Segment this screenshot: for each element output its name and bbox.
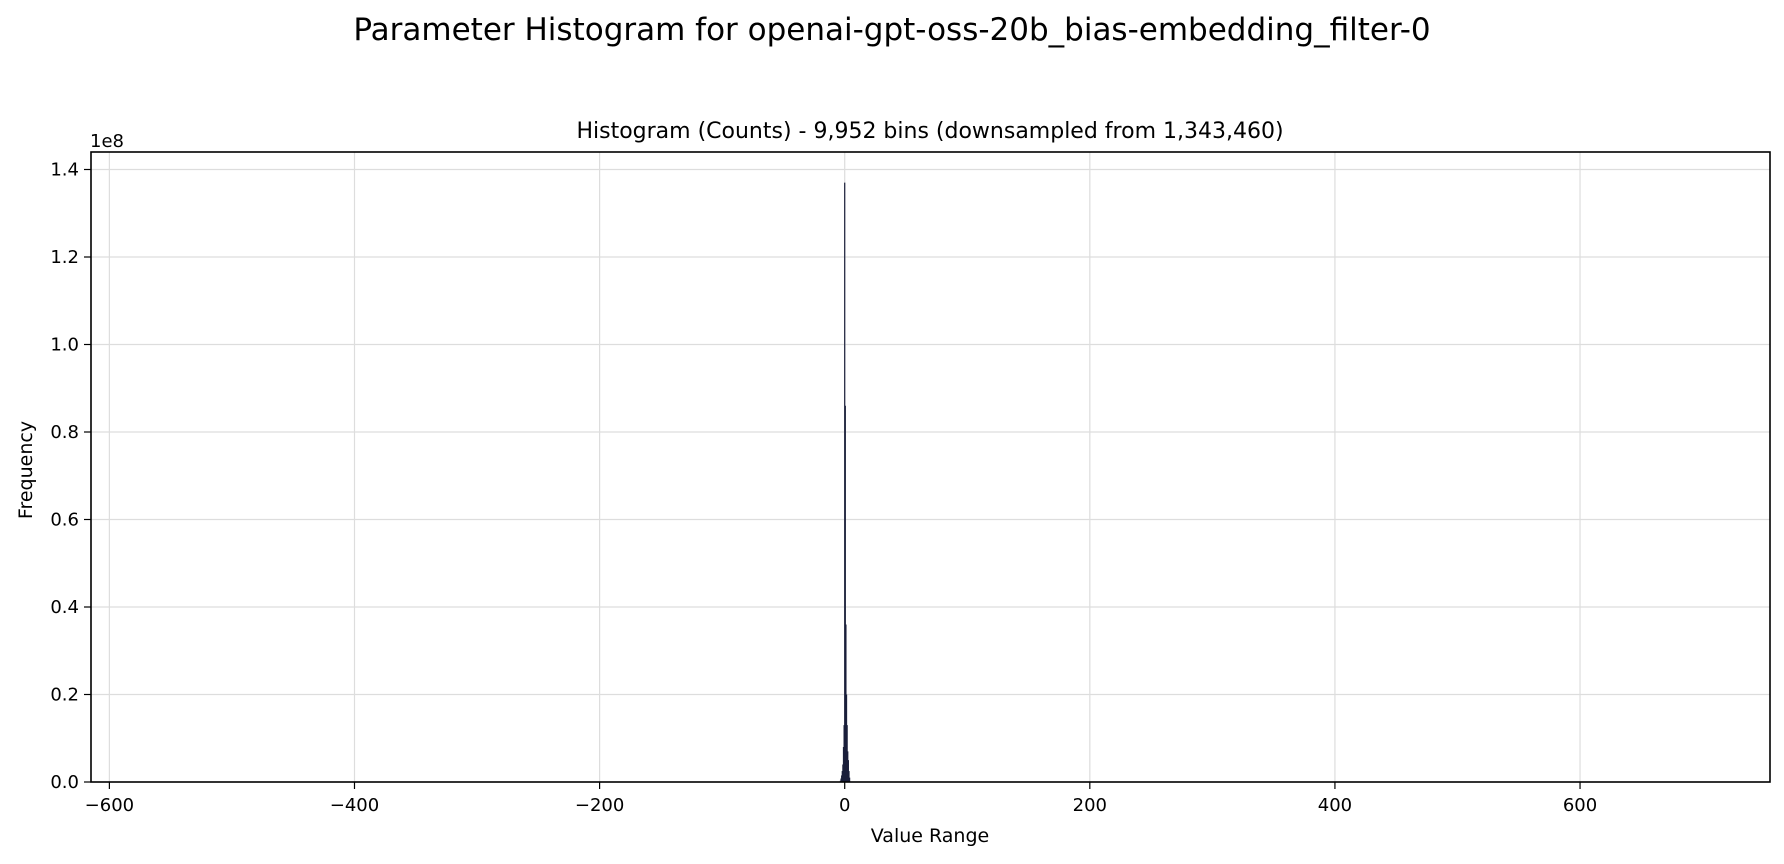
x-tick-label: −200 [575,795,624,816]
x-tick-label: 600 [1563,795,1597,816]
histogram-bar [844,182,846,782]
y-tick-label: 1.2 [50,247,79,268]
histogram-bar [846,725,848,782]
x-tick-label: −400 [330,795,379,816]
plot-frame [90,151,1771,783]
histogram-bar [844,405,846,782]
x-tick-label: −600 [85,795,134,816]
histogram-bar [847,760,849,782]
y-tick-label: 0.2 [50,685,79,706]
figure-suptitle: Parameter Histogram for openai-gpt-oss-2… [353,12,1430,48]
x-tick-label: 200 [1073,795,1107,816]
x-axis-label: Value Range [871,825,989,847]
y-tick-label: 1.0 [50,335,79,356]
histogram-bar [842,764,844,782]
x-tick-label: 0 [839,795,850,816]
chart-title: Histogram (Counts) - 9,952 bins (downsam… [576,119,1283,144]
histogram-bar [848,771,850,782]
histogram-bar [845,624,847,782]
axis-ticks: −600 −400 −200 0 200 400 600 0.0 0.2 0.4 0.6 0.8 1.0… [50,160,1597,817]
y-offset-text: 1e8 [90,131,124,152]
histogram-bar [840,778,842,782]
histogram-bar [845,694,848,782]
y-tick-label: 0.8 [50,422,79,443]
histogram-bars [839,182,851,782]
histogram-bar [841,771,843,782]
y-tick-label: 1.4 [50,160,79,181]
histogram-bar [841,775,843,782]
y-axis-label: Frequency [15,421,37,519]
histogram-bar [842,747,845,782]
x-tick-label: 400 [1318,795,1352,816]
y-tick-label: 0.4 [50,597,79,618]
histogram-bar [847,751,849,782]
histogram-bar [849,777,851,782]
histogram-bar [843,725,845,782]
y-tick-label: 0.0 [50,772,79,793]
y-tick-label: 0.6 [50,510,79,531]
